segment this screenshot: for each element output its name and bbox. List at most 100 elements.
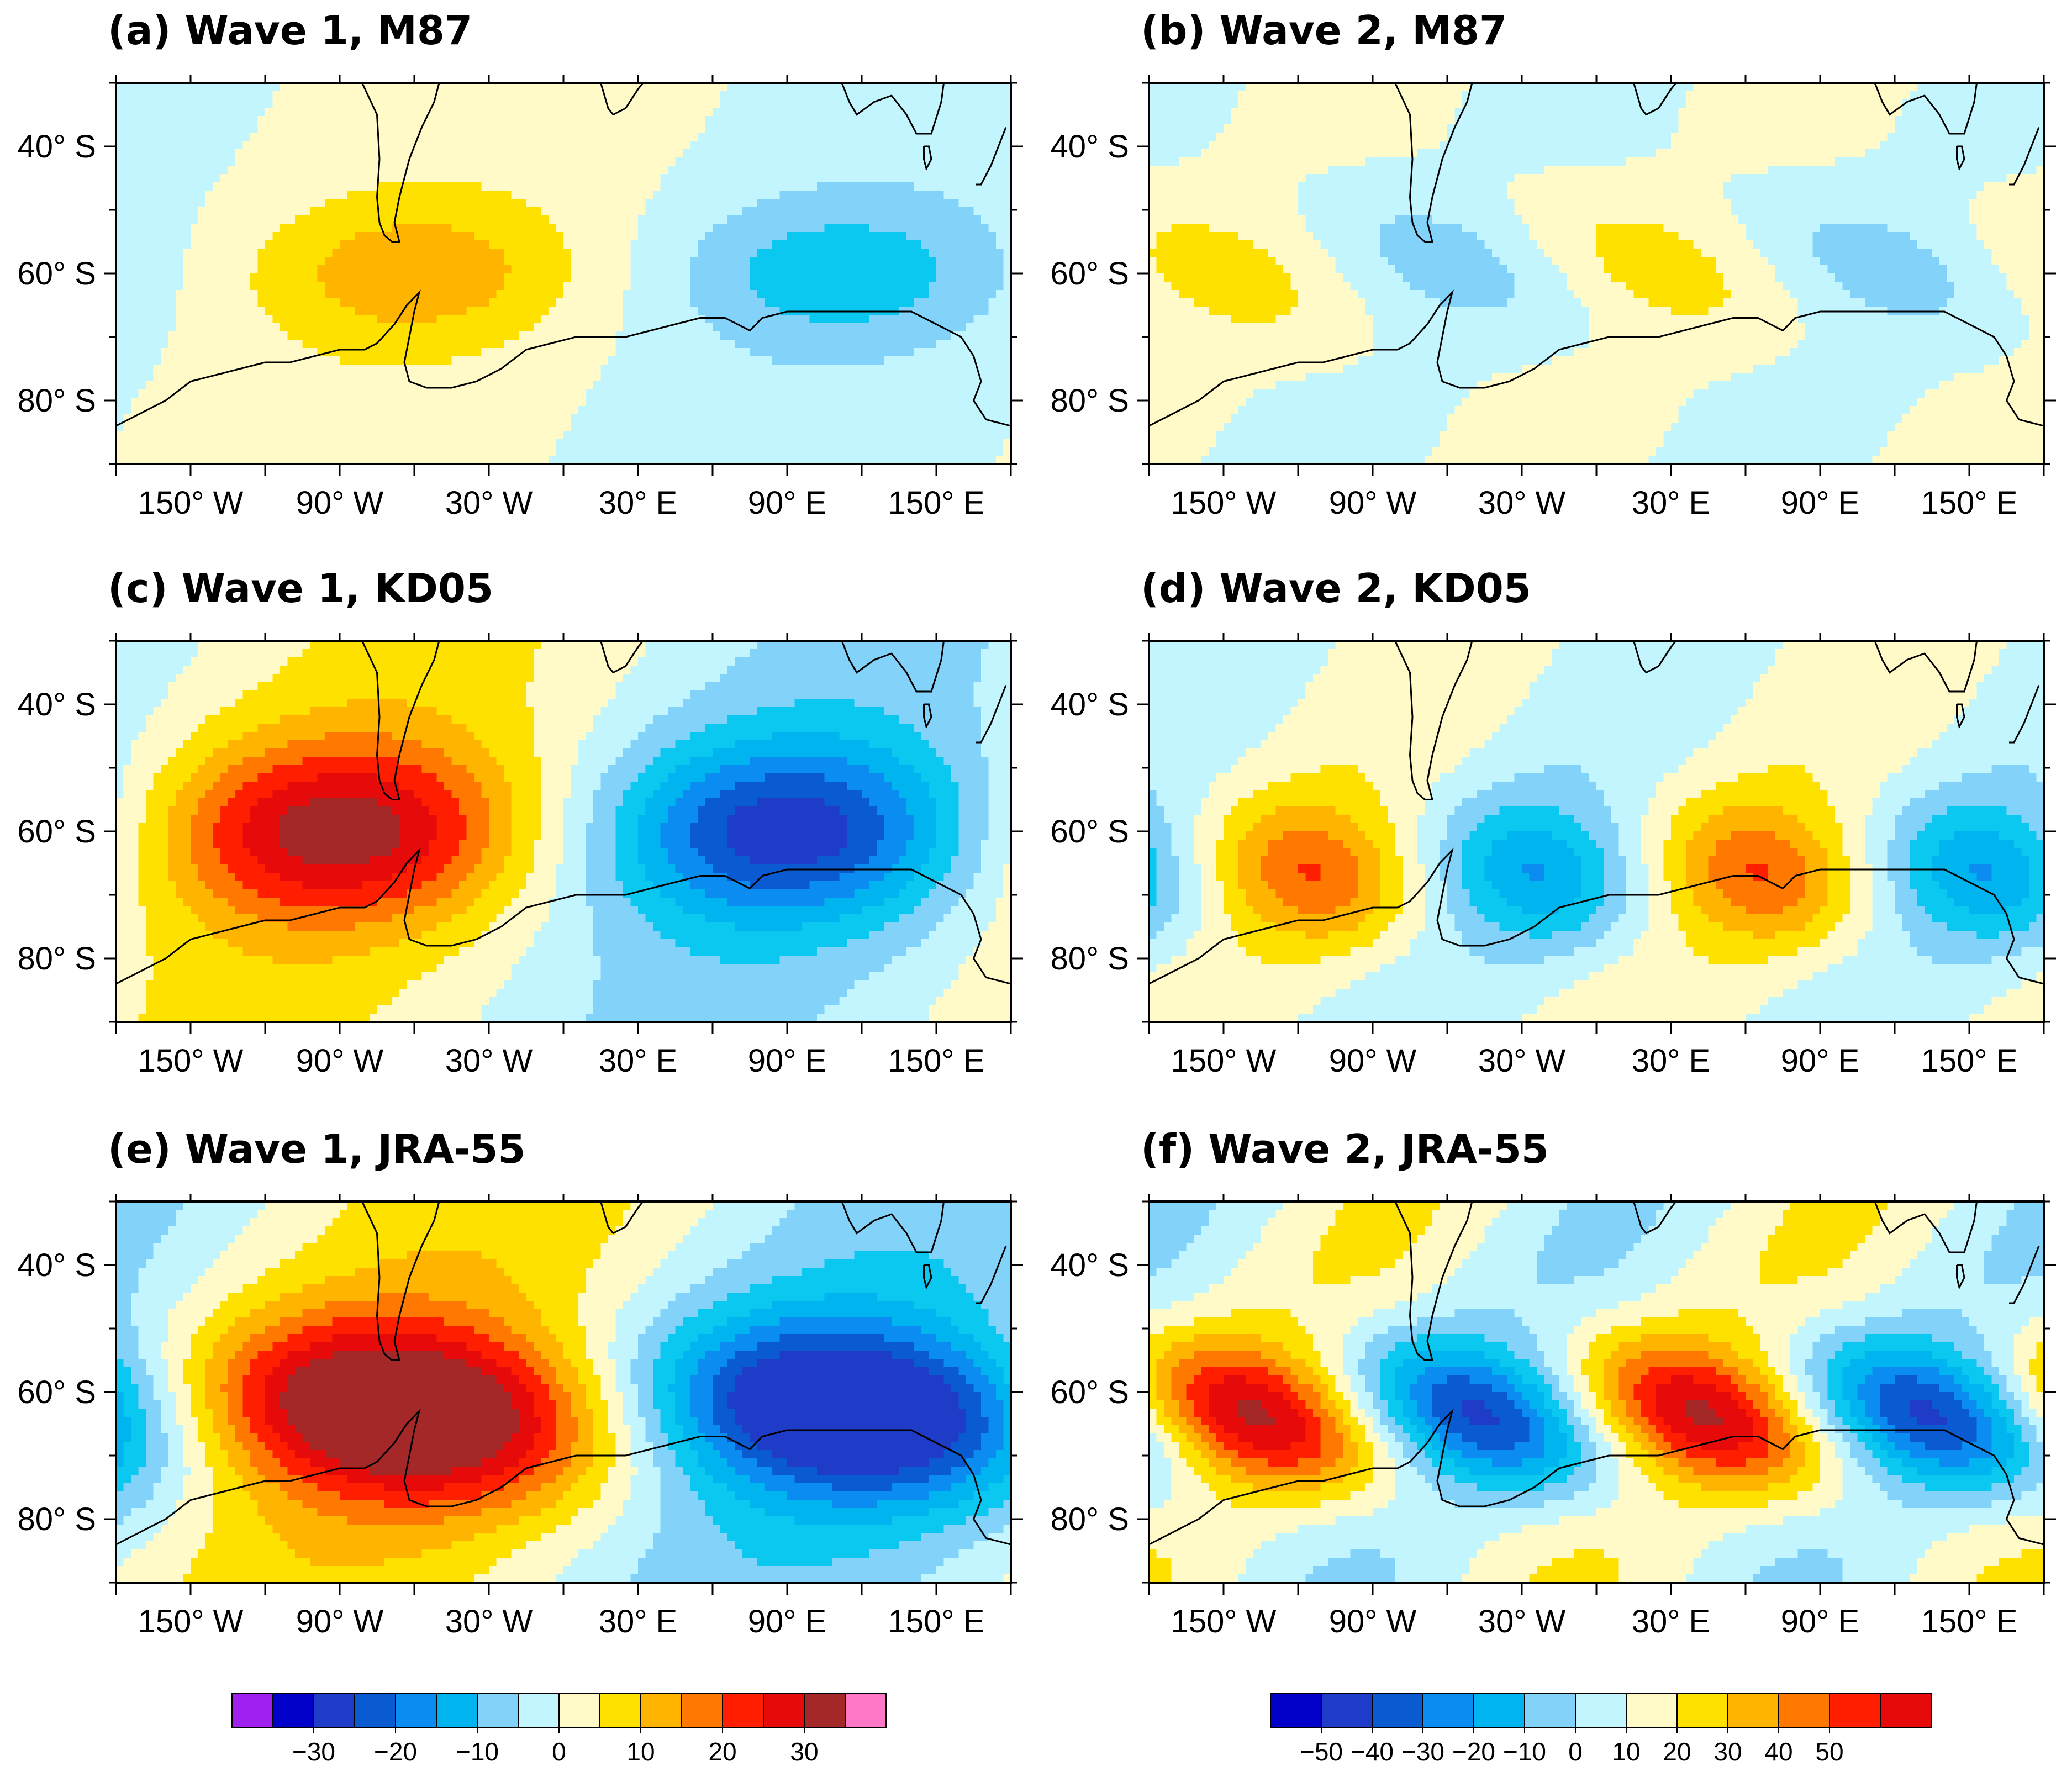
field-cell: [153, 91, 161, 100]
field-cell: [153, 116, 161, 125]
field-cell: [265, 423, 273, 431]
field-cell: [474, 141, 482, 150]
field-cell: [884, 199, 892, 208]
field-cell: [787, 249, 795, 257]
field-cell: [123, 174, 131, 183]
field-cell: [735, 215, 743, 224]
field-cell: [802, 240, 810, 249]
field-cell: [877, 224, 885, 233]
field-cell: [549, 356, 557, 365]
field-cell: [906, 240, 915, 249]
field-cell: [265, 331, 273, 340]
field-cell: [153, 133, 161, 141]
field-cell: [757, 257, 766, 266]
field-cell: [429, 398, 437, 407]
field-cell: [198, 323, 206, 332]
field-cell: [451, 290, 460, 299]
field-cell: [436, 348, 445, 357]
field-cell: [727, 240, 736, 249]
field-cell: [549, 240, 557, 249]
field-cell: [824, 83, 832, 92]
field-cell: [198, 307, 206, 315]
field-cell: [466, 315, 474, 324]
field-cell: [526, 331, 534, 340]
field-cell: [623, 257, 631, 266]
field-cell: [511, 447, 519, 456]
field-cell: [220, 116, 229, 125]
field-cell: [168, 116, 176, 125]
field-cell: [421, 423, 430, 431]
field-cell: [355, 141, 363, 150]
field-cell: [534, 456, 542, 464]
field-cell: [519, 381, 527, 390]
field-cell: [638, 199, 646, 208]
field-cell: [176, 232, 184, 241]
field-cell: [444, 356, 452, 365]
field-cell: [302, 290, 310, 299]
field-cell: [414, 232, 423, 241]
field-cell: [191, 182, 199, 191]
field-cell: [384, 133, 393, 141]
field-cell: [817, 423, 825, 431]
field-cell: [250, 224, 259, 233]
field-cell: [377, 290, 385, 299]
field-cell: [131, 373, 139, 382]
field-cell: [869, 315, 877, 324]
field-cell: [429, 406, 437, 415]
field-cell: [892, 182, 900, 191]
field-cell: [787, 365, 795, 373]
field-cell: [742, 191, 751, 199]
field-cell: [906, 174, 915, 183]
field-cell: [257, 406, 266, 415]
field-cell: [332, 166, 340, 175]
field-cell: [779, 257, 788, 266]
field-cell: [638, 149, 646, 158]
field-cell: [615, 91, 624, 100]
field-cell: [847, 108, 855, 117]
field-cell: [750, 166, 758, 175]
field-cell: [600, 431, 609, 440]
field-cell: [429, 149, 437, 158]
field-cell: [839, 290, 847, 299]
field-cell: [161, 423, 169, 431]
field-cell: [511, 232, 519, 241]
field-cell: [205, 199, 214, 208]
field-cell: [377, 191, 385, 199]
field-cell: [884, 340, 892, 349]
field-cell: [414, 149, 423, 158]
field-cell: [735, 207, 743, 216]
field-cell: [176, 348, 184, 357]
field-cell: [765, 398, 773, 407]
field-cell: [384, 224, 393, 233]
field-cell: [534, 257, 542, 266]
field-cell: [131, 232, 139, 241]
field-cell: [832, 257, 840, 266]
field-cell: [474, 116, 482, 125]
field-cell: [809, 265, 818, 274]
field-cell: [235, 307, 244, 315]
field-cell: [854, 215, 862, 224]
field-cell: [228, 215, 236, 224]
field-cell: [355, 99, 363, 108]
field-cell: [615, 423, 624, 431]
field-cell: [705, 414, 713, 423]
field-cell: [854, 124, 862, 133]
field-cell: [466, 83, 474, 92]
field-cell: [802, 149, 810, 158]
field-cell: [563, 99, 572, 108]
field-cell: [116, 265, 124, 274]
field-cell: [265, 431, 273, 440]
field-cell: [526, 191, 534, 199]
field-cell: [638, 340, 646, 349]
field-cell: [370, 124, 378, 133]
field-cell: [496, 340, 504, 349]
field-cell: [563, 116, 572, 125]
field-cell: [750, 381, 758, 390]
field-cell: [474, 91, 482, 100]
field-cell: [399, 282, 408, 291]
field-cell: [735, 365, 743, 373]
field-cell: [556, 282, 564, 291]
field-cell: [779, 439, 788, 448]
field-cell: [421, 298, 430, 307]
field-cell: [332, 389, 340, 398]
